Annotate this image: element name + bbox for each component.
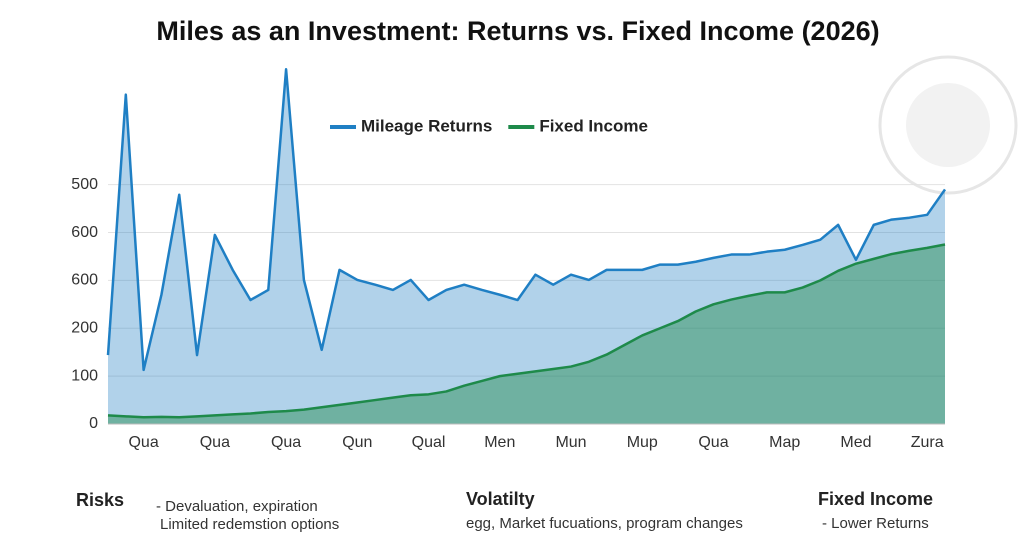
area <box>108 244 945 424</box>
y-tick-label: 100 <box>71 367 98 384</box>
x-tick-label: Zura <box>911 434 944 451</box>
y-tick-label: 200 <box>71 319 98 336</box>
x-tick-label: Qua <box>698 434 728 451</box>
x-tick-label: Qual <box>412 434 446 451</box>
line <box>107 243 946 419</box>
watermark <box>906 83 990 167</box>
x-tick-label: Map <box>769 434 800 451</box>
x-tick-label: Men <box>484 434 515 451</box>
x-tick-label: Qua <box>128 434 158 451</box>
note-text: Limited redemstion options <box>160 516 339 533</box>
chart-title: Miles as an Investment: Returns vs. Fixe… <box>156 16 879 46</box>
legend-label: Fixed Income <box>539 116 648 135</box>
note-heading: Fixed Income <box>818 489 933 509</box>
note-heading: Risks <box>76 490 124 510</box>
note-text: - Lower Returns <box>822 515 929 532</box>
y-tick-label: 0 <box>89 415 98 432</box>
y-tick-label: 500 <box>71 176 98 193</box>
x-tick-label: Qun <box>342 434 372 451</box>
note-text: - Devaluation, expiration <box>156 498 318 515</box>
legend-label: Mileage Returns <box>361 116 492 135</box>
x-tick-label: Mun <box>555 434 586 451</box>
line <box>106 68 947 372</box>
x-tick-label: Med <box>840 434 871 451</box>
watermark <box>878 55 1018 195</box>
y-tick-label: 600 <box>71 272 98 289</box>
x-tick-label: Qua <box>200 434 230 451</box>
y-tick-label: 600 <box>71 224 98 241</box>
x-tick-label: Qua <box>271 434 301 451</box>
x-tick-label: Mup <box>627 434 658 451</box>
note-heading: Volatilty <box>466 489 535 509</box>
note-text: egg, Market fucuations, program changes <box>466 515 743 532</box>
